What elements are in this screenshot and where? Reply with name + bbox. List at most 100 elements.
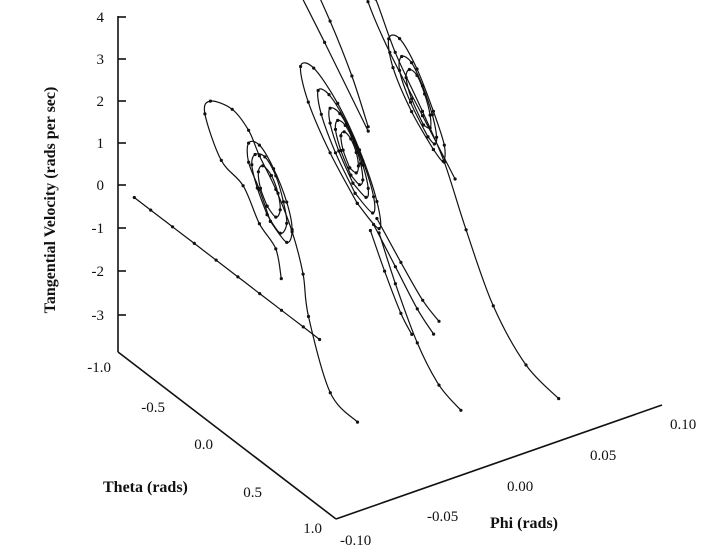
theta-axis-title: Theta (rads) — [103, 479, 188, 496]
trajectory-point — [354, 171, 358, 175]
trajectory-line — [317, 88, 376, 214]
trajectory-point — [336, 118, 340, 122]
trajectory-point — [301, 272, 305, 276]
trajectory-point — [253, 152, 257, 157]
trajectory-point — [312, 66, 316, 70]
theta-tick-label: 0.5 — [243, 485, 262, 501]
trajectory-point — [400, 54, 404, 59]
trajectory-point — [285, 200, 289, 204]
trajectory-point — [435, 135, 439, 139]
trajectory-line — [203, 100, 358, 423]
phi-tick-label: 0.05 — [590, 448, 616, 464]
y-tick-label: 2 — [97, 94, 105, 110]
y-tick-label: 1 — [97, 136, 105, 152]
trajectory-point — [366, 186, 370, 190]
trajectory-point — [428, 113, 432, 117]
trajectory-point — [375, 216, 379, 221]
trajectory-point — [230, 107, 234, 111]
trajectory-point — [437, 319, 441, 323]
theta-tick-label: -0.5 — [141, 400, 165, 416]
trajectory-line — [334, 119, 364, 186]
trajectory-point — [354, 150, 358, 155]
trajectory-line — [251, 153, 288, 234]
trajectory-line — [328, 107, 370, 199]
trajectory-point — [274, 174, 278, 178]
trajectory-point — [219, 158, 223, 162]
y-tick-label: -2 — [92, 264, 105, 280]
trajectory-point — [351, 181, 355, 185]
y-tick-label: -1 — [92, 221, 105, 237]
trajectory-point — [247, 141, 251, 145]
theta-tick-label: -1.0 — [87, 360, 111, 376]
trajectory-point — [524, 363, 528, 367]
y-tick-label: 0 — [97, 178, 105, 194]
trajectory-point — [203, 112, 207, 116]
trajectory-point — [265, 213, 269, 217]
phi-ticks: -0.10 -0.05 0.00 0.05 0.10 — [340, 417, 696, 549]
trajectory-point — [408, 100, 413, 104]
trajectory-point — [255, 186, 259, 190]
trajectory-point — [432, 332, 436, 336]
trajectory-line — [387, 34, 446, 162]
trajectory-point — [349, 137, 353, 141]
trajectory-point — [431, 109, 435, 113]
trajectory-point — [393, 265, 397, 269]
trajectory-point — [279, 308, 284, 312]
trajectory-point — [374, 0, 377, 1]
trajectory-point — [285, 240, 289, 244]
trajectory-point — [323, 40, 327, 45]
theta-tick-label: 0.0 — [194, 437, 213, 453]
trajectory-point — [355, 420, 360, 424]
trajectory-point — [426, 135, 430, 139]
theta-axis-line — [117, 351, 337, 520]
trajectory-point — [371, 211, 375, 215]
trajectory-point — [372, 195, 376, 199]
phi-tick-label: 0.00 — [507, 479, 533, 495]
trajectory-point — [359, 161, 363, 166]
trajectory-point — [276, 191, 280, 195]
trajectory-line — [366, 0, 560, 400]
trajectory-point — [208, 99, 212, 103]
trajectory-point — [399, 311, 403, 315]
y-tick-label: 3 — [97, 52, 105, 68]
trajectory-point — [366, 0, 370, 4]
trajectory-point — [459, 408, 463, 412]
trajectory-point — [247, 128, 251, 132]
trajectory-point — [269, 173, 273, 178]
trajectory-point — [420, 109, 425, 113]
trajectory-point — [241, 184, 245, 188]
trajectory-point — [257, 222, 261, 226]
trajectory-point — [328, 106, 332, 110]
trajectory-point — [368, 228, 372, 233]
y-axis-title: Tangential Velocity (rads per sec) — [42, 87, 59, 314]
trajectory-point — [256, 170, 260, 174]
trajectory-point — [318, 337, 322, 342]
trajectory-line — [257, 165, 281, 218]
trajectory-point — [341, 148, 345, 152]
trajectory-point — [274, 215, 278, 219]
trajectory-point — [361, 178, 365, 182]
trajectory-point — [336, 101, 340, 105]
trajectory-point — [410, 332, 414, 336]
trajectory-line — [376, 218, 440, 322]
trajectory-point — [263, 155, 267, 159]
trajectory-point — [306, 100, 310, 104]
trajectory-point — [236, 275, 240, 279]
trajectory-point — [328, 19, 332, 23]
trajectory-point — [281, 200, 285, 204]
trajectory-point — [437, 383, 441, 387]
trajectory-line — [373, 224, 435, 335]
trajectory-point — [364, 195, 368, 199]
trajectory-point — [423, 92, 427, 96]
trajectory-point — [356, 164, 360, 168]
trajectory-point — [415, 307, 419, 311]
y-tick-label: -3 — [92, 308, 105, 324]
trajectory-point — [285, 221, 289, 225]
trajectory-point — [398, 37, 402, 41]
trajectory-point — [398, 68, 402, 73]
trajectory-point — [375, 199, 379, 204]
trajectory-point — [453, 177, 457, 181]
trajectory-line — [302, 0, 369, 132]
trajectory-point — [333, 127, 338, 131]
trajectory-layer — [132, 0, 561, 424]
